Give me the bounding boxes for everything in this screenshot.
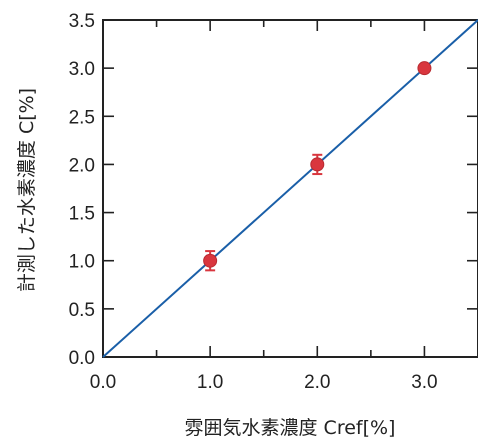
y-tick-label: 1.5 (69, 204, 95, 225)
y-tick-label: 0.5 (69, 300, 95, 321)
data-point (310, 157, 325, 172)
data-point (203, 253, 218, 268)
x-tick-label: 0.0 (90, 372, 116, 393)
reference-line-layer (102, 19, 478, 358)
y-axis-title: 計測した水素濃度 C[%] (16, 88, 38, 292)
x-tick-label: 3.0 (411, 372, 437, 393)
y-tick-label: 2.5 (69, 107, 95, 128)
y-tick-label: 2.0 (69, 155, 95, 176)
data-point (417, 61, 432, 76)
x-tick-label: 1.0 (197, 372, 223, 393)
reference-line-y-equals-x (102, 19, 478, 358)
tick-labels: 0.0 1.0 2.0 3.0 0.0 0.5 1.0 1.5 2.0 2.5 3.0 3.5 (69, 11, 438, 393)
y-tick-label: 0.0 (69, 348, 95, 369)
x-axis-title: 雰囲気水素濃度 Cref[%] (185, 417, 396, 439)
axis-ticks (102, 19, 478, 358)
y-tick-label: 3.0 (69, 59, 95, 80)
data-points-layer (203, 61, 432, 272)
y-tick-label: 1.0 (69, 252, 95, 273)
y-tick-label: 3.5 (69, 11, 95, 32)
x-tick-label: 2.0 (304, 372, 330, 393)
plot-frame (102, 19, 478, 358)
